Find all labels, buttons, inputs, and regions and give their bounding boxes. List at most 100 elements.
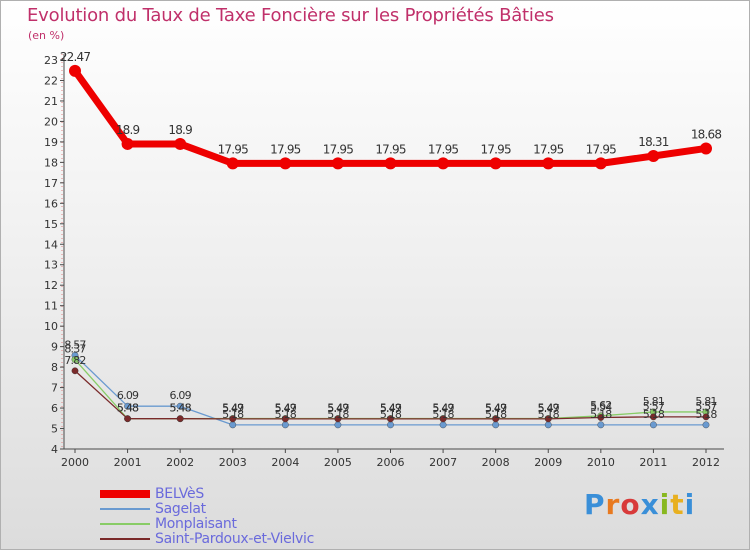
data-label: 5.48 — [117, 402, 139, 415]
x-tick-label: 2002 — [166, 456, 194, 469]
data-point — [650, 421, 657, 429]
data-point — [702, 421, 710, 429]
data-label: 5.49 — [380, 401, 402, 414]
data-label: 5.18 — [380, 408, 402, 421]
data-label: 5.48 — [170, 402, 192, 415]
data-point — [176, 415, 184, 423]
data-point — [229, 415, 237, 423]
x-tick-label: 2006 — [377, 456, 405, 469]
data-label: 5.48 — [170, 402, 192, 415]
data-label: 17.95 — [218, 142, 249, 156]
data-label: 8.57 — [64, 338, 86, 351]
y-tick-label: 16 — [44, 197, 58, 210]
data-label: 17.95 — [533, 142, 564, 156]
data-label: 5.18 — [590, 408, 612, 421]
data-point — [229, 421, 237, 429]
data-point — [594, 157, 607, 170]
data-label: 7.82 — [64, 354, 85, 367]
legend-swatch-saint-pardoux — [100, 538, 150, 540]
data-label: 5.18 — [485, 408, 507, 421]
data-label: 17.95 — [270, 142, 301, 156]
data-label: 5.18 — [643, 408, 665, 421]
logo-letter: t — [670, 488, 685, 521]
data-label: 5.49 — [222, 401, 244, 414]
proxiti-logo: Proxiti — [584, 488, 695, 521]
data-point — [700, 142, 712, 155]
data-point — [71, 356, 79, 363]
logo-letter: P — [584, 488, 606, 521]
data-label: 5.49 — [327, 401, 349, 414]
data-label: 5.47 — [222, 402, 244, 415]
y-tick-label: 20 — [44, 115, 58, 128]
data-label: 5.47 — [275, 402, 297, 415]
data-point — [544, 421, 552, 429]
x-tick-label: 2009 — [534, 456, 562, 469]
data-label: 5.57 — [643, 400, 665, 413]
data-label: 5.47 — [432, 402, 454, 415]
y-tick-label: 7 — [51, 382, 58, 395]
data-point — [71, 367, 79, 375]
data-label: 17.95 — [586, 142, 617, 156]
data-label: 22.47 — [60, 50, 91, 64]
data-point — [174, 137, 187, 150]
logo-letter: i — [684, 488, 696, 521]
data-point — [387, 415, 394, 423]
data-label: 17.95 — [428, 142, 459, 156]
data-point — [281, 421, 289, 429]
legend-label-belves: BELVèS — [155, 486, 204, 502]
x-tick-label: 2007 — [429, 456, 457, 469]
data-point — [597, 421, 605, 429]
data-label: 8.37 — [64, 343, 86, 356]
y-tick-label: 13 — [44, 259, 58, 272]
data-point — [124, 402, 131, 410]
data-label: 5.47 — [380, 402, 402, 415]
y-tick-label: 11 — [44, 300, 58, 313]
data-label: 5.49 — [538, 401, 560, 414]
data-label: 5.18 — [538, 408, 560, 421]
logo-letter: r — [605, 488, 621, 521]
data-point — [334, 415, 342, 423]
data-label: 5.57 — [695, 400, 717, 413]
data-label: 17.95 — [480, 142, 511, 156]
data-label: 5.18 — [222, 408, 244, 421]
data-point — [489, 157, 502, 170]
data-point — [544, 415, 552, 423]
data-label: 5.81 — [643, 395, 664, 408]
chart-title: Evolution du Taux de Taxe Foncière sur l… — [27, 5, 554, 26]
legend-swatch-belves — [100, 490, 150, 498]
data-label: 17.95 — [375, 142, 406, 156]
x-tick-label: 2000 — [61, 456, 89, 469]
data-label: 6.09 — [170, 389, 192, 402]
legend-swatch-sagelat — [100, 508, 150, 510]
y-tick-label: 17 — [44, 177, 58, 190]
data-point — [439, 421, 447, 429]
data-label: 17.95 — [323, 142, 354, 156]
data-label: 5.81 — [695, 395, 716, 408]
y-tick-label: 21 — [44, 95, 58, 108]
data-point — [226, 157, 239, 170]
y-tick-label: 10 — [44, 320, 58, 333]
data-point — [281, 415, 289, 423]
y-tick-label: 15 — [44, 218, 58, 231]
data-point — [597, 414, 605, 421]
data-label: 6.09 — [117, 389, 139, 402]
data-label: 18.31 — [638, 135, 669, 149]
y-tick-label: 23 — [44, 54, 58, 67]
data-point — [331, 157, 344, 170]
data-point — [439, 415, 447, 423]
data-point — [492, 421, 500, 429]
data-label: 18.68 — [691, 127, 722, 141]
legend-label-sagelat: Sagelat — [155, 501, 206, 517]
x-tick-label: 2003 — [219, 456, 247, 469]
y-tick-label: 9 — [51, 341, 58, 354]
y-tick-label: 22 — [44, 74, 58, 87]
legend-label-saint-pardoux: Saint-Pardoux-et-Vielvic — [155, 531, 315, 547]
y-tick-label: 18 — [44, 156, 58, 169]
data-label: 5.49 — [432, 401, 454, 414]
logo-letter: i — [659, 488, 671, 521]
data-point — [437, 157, 450, 170]
data-point — [121, 137, 134, 150]
data-point — [702, 413, 710, 421]
